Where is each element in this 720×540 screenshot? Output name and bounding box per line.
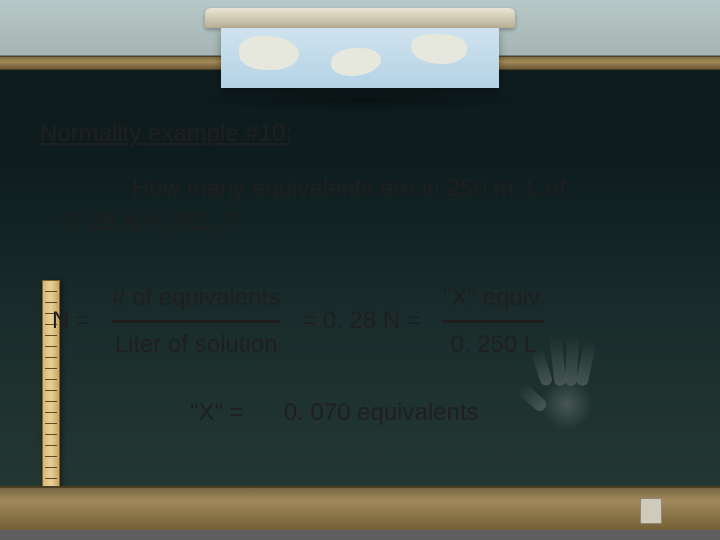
chalk-tray <box>0 486 720 530</box>
n-equals-label: N = <box>52 307 90 335</box>
answer-row: "X" = 0. 070 equivalents <box>190 399 680 427</box>
fraction2-numerator: "X" equiv. <box>443 280 545 316</box>
chalkboard-slide: Normality example #10: How many equivale… <box>0 0 720 540</box>
question-qmark: ? <box>217 209 237 236</box>
question-conc: 0. 28 N H <box>62 209 163 236</box>
equation-row: N = # of equivalents Liter of solution =… <box>52 280 680 363</box>
answer-value: 0. 070 equivalents <box>284 399 479 427</box>
slide-content: Normality example #10: How many equivale… <box>40 120 680 427</box>
floor-strip <box>0 530 720 540</box>
map-poster <box>215 8 505 88</box>
world-map <box>221 28 499 88</box>
fraction-numerator: # of equivalents <box>112 280 280 316</box>
fraction-denominator: Liter of solution <box>115 327 278 363</box>
question-line1: How many equivalents are in 250 m. L of <box>132 175 566 202</box>
wall-outlet <box>640 498 662 524</box>
subscript-2a: 2 <box>163 219 173 239</box>
fraction2-denominator: 0. 250 L <box>451 327 538 363</box>
subscript-4: 4 <box>208 219 218 239</box>
fraction-values: "X" equiv. 0. 250 L <box>443 280 545 363</box>
poster-shadow <box>190 88 530 112</box>
question-so: SO <box>173 209 208 236</box>
equals-value: = 0. 28 N = <box>302 307 421 335</box>
x-equals-label: "X" = <box>190 399 244 427</box>
fraction2-bar <box>443 320 545 323</box>
poster-roller <box>205 8 515 28</box>
fraction-definition: # of equivalents Liter of solution <box>112 280 280 363</box>
slide-title: Normality example #10: <box>40 120 680 148</box>
question-text: How many equivalents are in 250 m. L of … <box>62 172 680 242</box>
fraction-bar <box>112 320 280 323</box>
